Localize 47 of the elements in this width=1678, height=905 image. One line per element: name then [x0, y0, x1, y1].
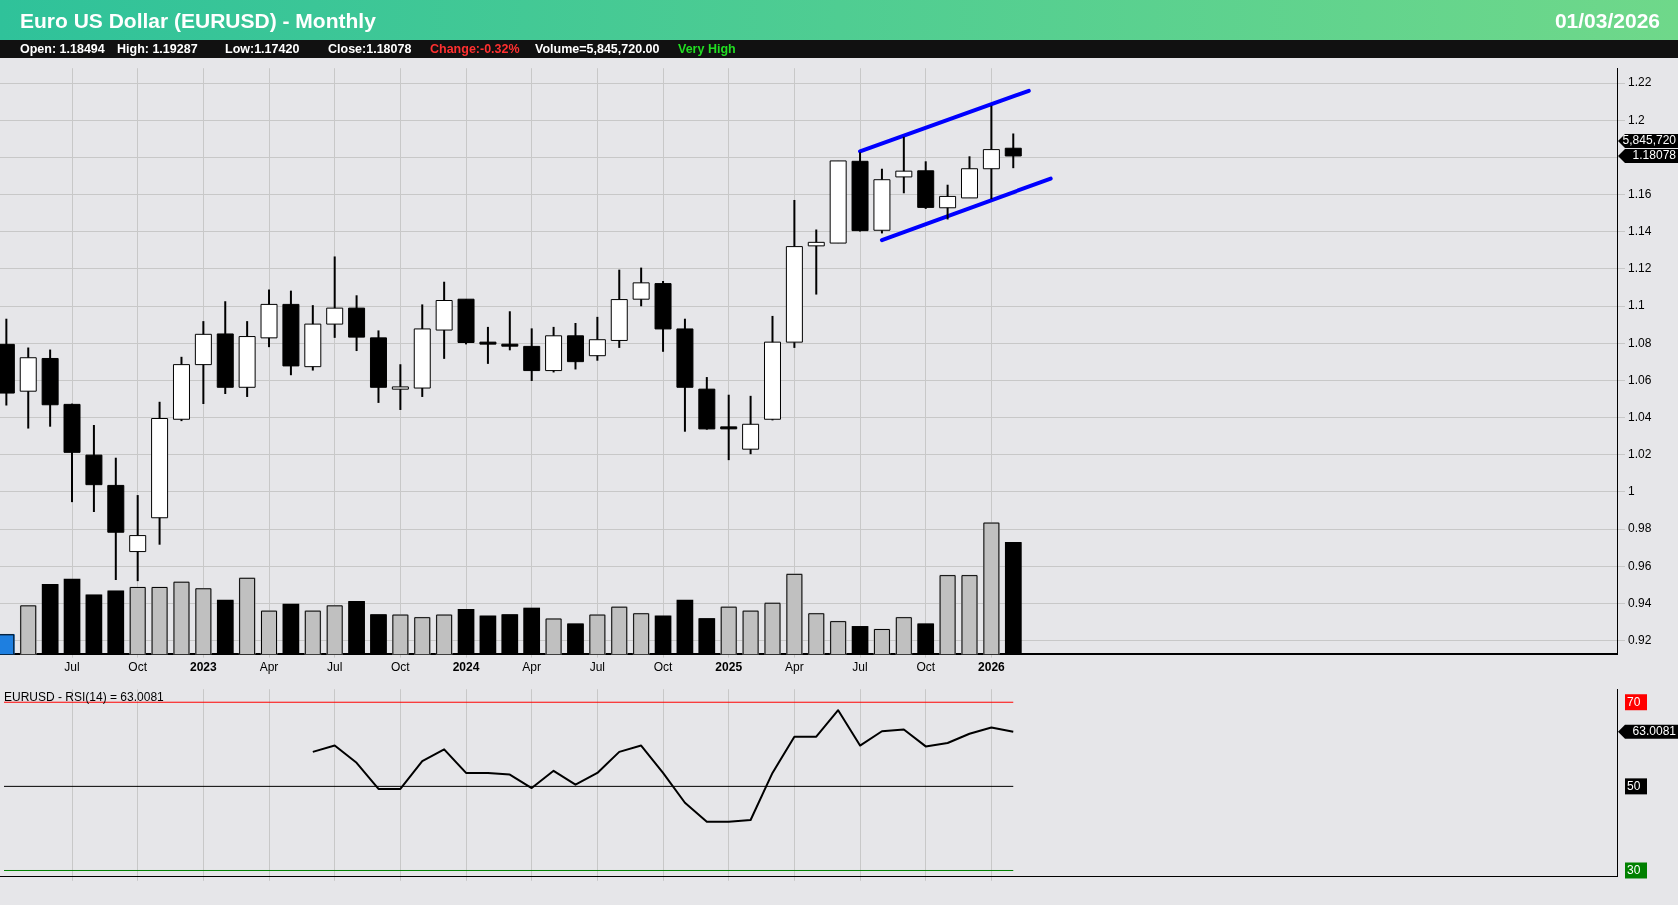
text: 1.18078 — [1632, 148, 1677, 163]
x-tick-label: Apr — [259, 660, 279, 675]
y-tick-label: 0.98 — [1628, 521, 1652, 536]
x-tick-label: Oct — [916, 660, 936, 675]
x-tick-label: Apr — [785, 660, 804, 675]
y-tick-label: 1.04 — [1628, 409, 1652, 424]
x-tick-label: Oct — [391, 660, 411, 675]
text: High: 1.19287 — [117, 42, 198, 56]
y-tick-label: 1.14 — [1628, 224, 1652, 239]
x-tick-label: Jul — [64, 660, 80, 675]
text: Open: 1.18494 — [20, 42, 105, 56]
x-tick-label: Oct — [653, 660, 674, 675]
y-tick-label: 1.02 — [1628, 447, 1652, 462]
y-tick-label: 0.92 — [1628, 632, 1652, 647]
y-tick-label: 1.06 — [1628, 372, 1652, 387]
text: Volume=5,845,720.00 — [535, 42, 660, 56]
x-tick-label: Oct — [128, 660, 148, 675]
x-tick-label: 2026 — [978, 660, 1006, 675]
x-tick-label: Jul — [852, 660, 868, 675]
y-tick-label: 50 — [1627, 778, 1641, 793]
y-tick-label: 30 — [1627, 862, 1641, 877]
y-tick-label: 0.96 — [1628, 558, 1652, 573]
text: Very High — [678, 42, 736, 56]
text: 5,845,720 — [1622, 133, 1677, 148]
y-tick-label: 1.2 — [1628, 112, 1646, 127]
y-tick-label: 0.94 — [1628, 595, 1652, 610]
y-tick-label: 1.22 — [1628, 75, 1652, 90]
x-tick-label: 2023 — [190, 660, 218, 675]
y-tick-label: 1.1 — [1628, 298, 1646, 313]
x-tick-label: Jul — [327, 660, 343, 675]
y-tick-label: 1 — [1628, 484, 1635, 499]
y-tick-label: 1.12 — [1628, 261, 1652, 276]
chart-title: EURUSD - RSI(14) = 63.0081 — [4, 689, 165, 704]
text: 63.0081 — [1632, 724, 1677, 738]
x-tick-label: Jul — [589, 660, 606, 675]
x-tick-label: Apr — [522, 660, 542, 675]
text: Low:1.17420 — [225, 42, 300, 56]
y-tick-label: 1.16 — [1628, 186, 1652, 201]
text: Change:-0.32% — [430, 42, 520, 56]
x-tick-label: 2025 — [715, 660, 743, 675]
y-tick-label: 70 — [1627, 694, 1641, 709]
chart-title: Euro US Dollar (EURUSD) - Monthly — [20, 9, 376, 33]
chart-subtitle: 01/03/2026 — [1554, 9, 1660, 33]
x-tick-label: 2024 — [452, 660, 480, 675]
candlestick — [632, 266, 650, 308]
text: Close:1.18078 — [328, 42, 412, 56]
y-tick-label: 1.08 — [1628, 335, 1652, 350]
